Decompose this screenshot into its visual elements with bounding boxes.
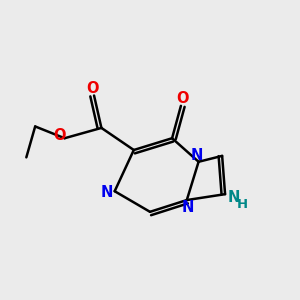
Text: O: O: [86, 81, 99, 96]
Text: N: N: [228, 190, 240, 205]
Text: H: H: [237, 198, 248, 211]
Text: O: O: [53, 128, 66, 143]
Text: O: O: [176, 91, 189, 106]
Text: N: N: [182, 200, 194, 215]
Text: N: N: [101, 185, 113, 200]
Text: N: N: [191, 148, 203, 164]
